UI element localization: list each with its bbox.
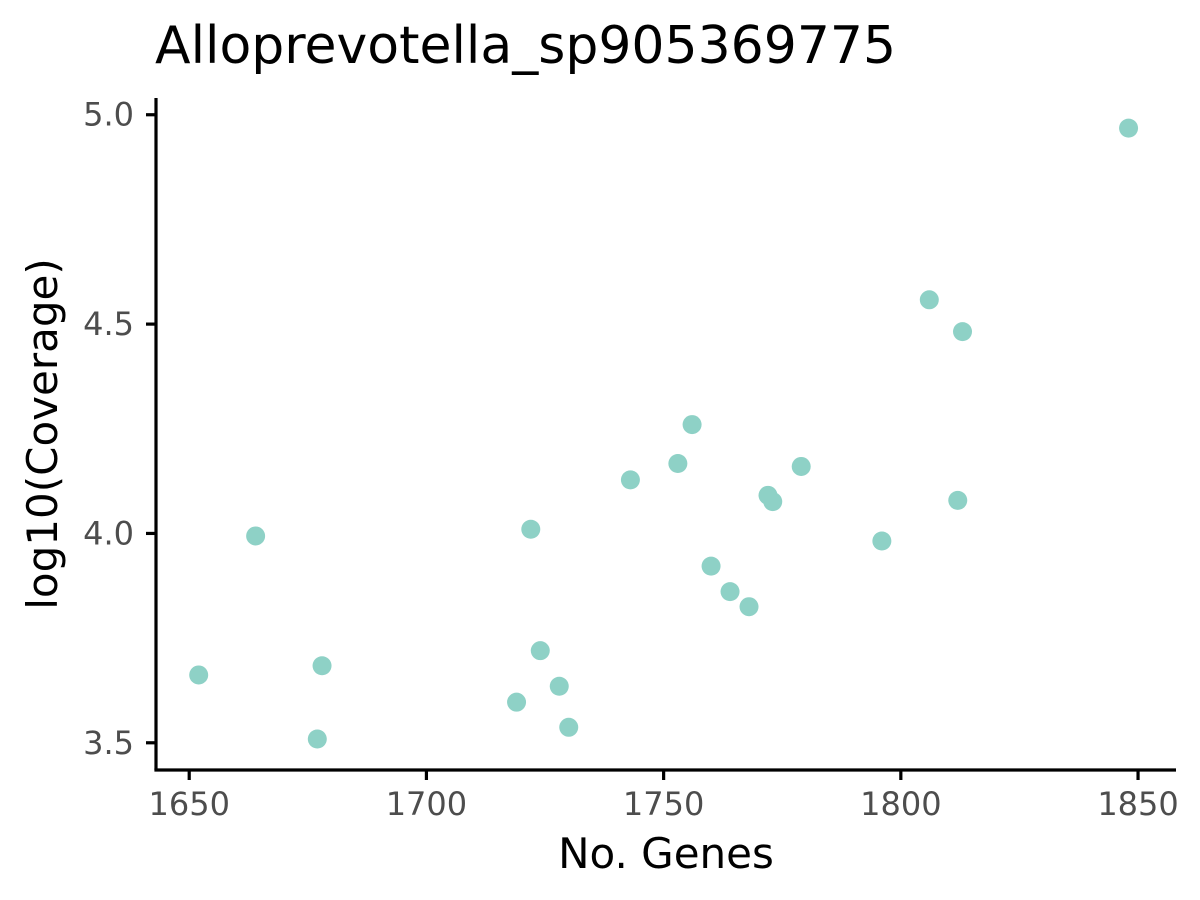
data-point [739, 597, 759, 617]
data-point [682, 415, 702, 435]
x-tick-label: 1700 [386, 785, 467, 823]
x-axis-ticks: 1650 1700 1750 1800 1850 [148, 770, 1179, 823]
data-point [720, 582, 740, 602]
x-axis-title: No. Genes [558, 829, 774, 878]
data-point [919, 290, 939, 310]
y-axis-ticks: 3.5 4.0 4.5 5.0 [83, 96, 156, 762]
data-point [620, 470, 640, 490]
y-tick-label: 4.0 [83, 514, 134, 552]
y-axis-title: log10(Coverage) [18, 258, 67, 609]
y-tick-label: 4.5 [83, 305, 134, 343]
data-point [701, 556, 721, 576]
data-point [559, 717, 579, 737]
y-tick-label: 5.0 [83, 96, 134, 134]
data-point [668, 454, 688, 474]
data-point [307, 729, 327, 749]
data-point [872, 531, 892, 551]
data-point [530, 641, 550, 661]
data-point [312, 656, 332, 676]
data-point [549, 676, 569, 696]
data-point [521, 519, 541, 539]
data-point [948, 490, 968, 510]
x-tick-label: 1650 [148, 785, 229, 823]
data-point [189, 665, 209, 685]
data-point [763, 492, 783, 512]
chart-title: Alloprevotella_sp905369775 [155, 16, 896, 76]
points-layer [189, 118, 1139, 749]
x-tick-label: 1850 [1097, 785, 1178, 823]
data-point [791, 456, 811, 476]
data-point [1119, 118, 1139, 138]
data-point [507, 692, 527, 712]
data-point [246, 526, 266, 546]
data-point [953, 322, 973, 342]
x-tick-label: 1750 [623, 785, 704, 823]
y-tick-label: 3.5 [83, 724, 134, 762]
x-tick-label: 1800 [860, 785, 941, 823]
